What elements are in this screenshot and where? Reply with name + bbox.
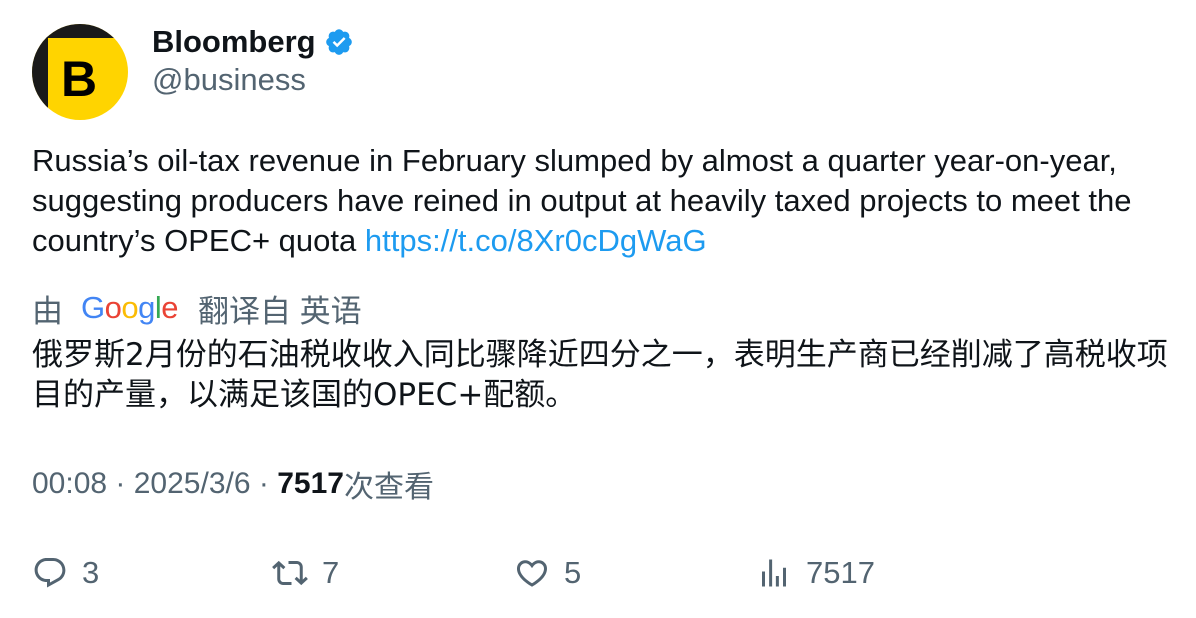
bar-chart-icon [762, 559, 786, 587]
meta-separator: · [250, 467, 278, 500]
author-handle[interactable]: @business [152, 62, 306, 97]
meta-separator: · [107, 467, 134, 500]
author-name-row: Bloomberg [152, 22, 354, 62]
views-count: 7517 [277, 467, 344, 500]
reply-count: 3 [82, 555, 100, 590]
repost-icon [272, 560, 308, 586]
tweet-text: Russia’s oil-tax revenue in February slu… [32, 141, 1172, 261]
avatar-dark-top-edge [32, 24, 128, 38]
avatar[interactable]: B [32, 24, 128, 120]
views-action-count: 7517 [806, 555, 875, 590]
like-count: 5 [564, 555, 582, 590]
tweet-date[interactable]: 2025/3/6 [133, 467, 251, 500]
tweet-meta: 00:08 · 2025/3/6 · 7517 次查看 [32, 464, 434, 504]
reply-icon [34, 558, 66, 588]
tweet-time[interactable]: 00:08 [32, 467, 108, 500]
translated-text: 俄罗斯2月份的石油税收收入同比骤降近四分之一，表明生产商已经削减了高税收项目的产… [32, 337, 1168, 413]
views-label: 次查看 [343, 471, 434, 504]
translation-suffix: 翻译自 英语 [198, 293, 362, 329]
tweet-link[interactable]: https://t.co/8Xr0cDgWaG [364, 223, 707, 258]
translation-prefix: 由 [32, 293, 63, 329]
display-name[interactable]: Bloomberg [152, 24, 316, 59]
avatar-letter: B [60, 51, 98, 107]
tweet-body: Russia’s oil-tax revenue in February slu… [32, 143, 1132, 258]
verified-badge-icon[interactable] [324, 27, 354, 57]
repost-count: 7 [322, 555, 340, 590]
avatar-dark-edge [32, 24, 48, 120]
like-button[interactable]: 5 [514, 550, 581, 596]
reply-button[interactable]: 3 [32, 550, 99, 596]
repost-button[interactable]: 7 [272, 550, 339, 596]
action-bar: 3 7 5 7517 [0, 550, 1196, 596]
views-button[interactable]: 7517 [756, 550, 875, 596]
heart-icon [516, 560, 548, 587]
